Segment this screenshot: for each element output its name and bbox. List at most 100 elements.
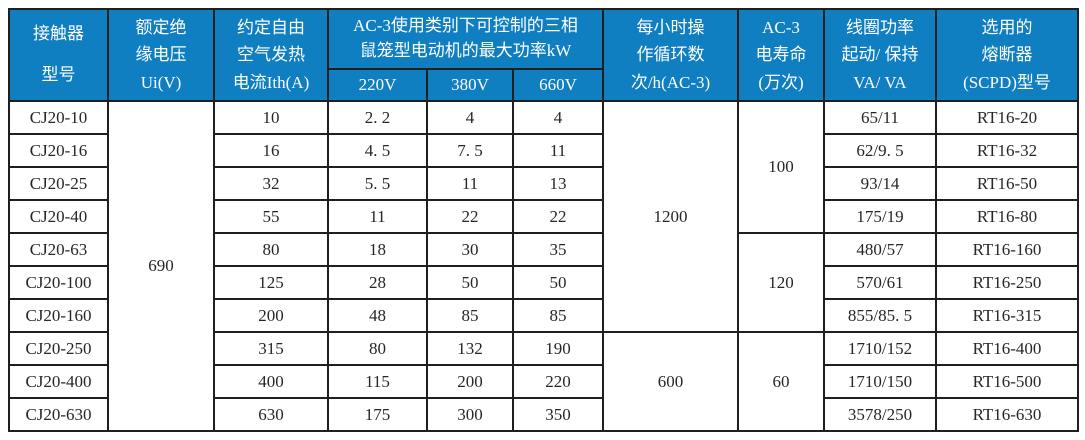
- cell-coil-power: 175/19: [823, 199, 937, 234]
- table-row: CJ20-16 16 4. 5 7. 5 11 62/9. 5 RT16-32: [8, 133, 1079, 168]
- cell-ith: 10: [213, 100, 329, 135]
- cell-kw220: 4. 5: [327, 133, 428, 168]
- header-cycles-per-hour: 每小时操 作循环数 次/h(AC-3): [602, 8, 739, 102]
- cell-kw380: 7. 5: [426, 133, 514, 168]
- cell-model: CJ20-250: [8, 331, 109, 366]
- cell-kw220: 18: [327, 232, 428, 267]
- cell-kw660: 13: [512, 166, 604, 201]
- header-660v: 660V: [512, 68, 604, 102]
- header-electrical-life: AC-3 电寿命 (万次): [737, 8, 825, 102]
- cell-fuse: RT16-32: [935, 133, 1079, 168]
- cell-fuse: RT16-80: [935, 199, 1079, 234]
- cell-ith: 125: [213, 265, 329, 300]
- cell-fuse: RT16-250: [935, 265, 1079, 300]
- cell-coil-power: 62/9. 5: [823, 133, 937, 168]
- table-row: CJ20-160 200 48 85 85 855/85. 5 RT16-315: [8, 298, 1079, 333]
- cell-cycles-600-merged: 600: [602, 331, 739, 432]
- cell-life-120-merged: 120: [737, 232, 825, 333]
- cell-kw660: 35: [512, 232, 604, 267]
- cell-kw220: 2. 2: [327, 100, 428, 135]
- cell-kw220: 115: [327, 364, 428, 399]
- table-row: CJ20-40 55 11 22 22 175/19 RT16-80: [8, 199, 1079, 234]
- cell-kw380: 200: [426, 364, 514, 399]
- cell-kw660: 22: [512, 199, 604, 234]
- table-row: CJ20-10 690 10 2. 2 4 4 1200 100 65/11 R…: [8, 100, 1079, 432]
- cell-kw380: 11: [426, 166, 514, 201]
- cell-ith: 55: [213, 199, 329, 234]
- cell-coil-power: 3578/250: [823, 397, 937, 432]
- cell-kw380: 50: [426, 265, 514, 300]
- cell-coil-power: 855/85. 5: [823, 298, 937, 333]
- cell-ith: 80: [213, 232, 329, 267]
- cell-kw220: 5. 5: [327, 166, 428, 201]
- header-contactor-model: 接触器 型号: [8, 8, 109, 102]
- cell-kw380: 300: [426, 397, 514, 432]
- cell-cycles-1200-merged: 1200: [602, 100, 739, 333]
- cell-ith: 315: [213, 331, 329, 366]
- cell-fuse: RT16-400: [935, 331, 1079, 366]
- cell-kw660: 85: [512, 298, 604, 333]
- header-insulation-voltage: 额定绝 缘电压 Ui(V): [107, 8, 215, 102]
- contactor-spec-table: 接触器 型号 额定绝 缘电压 Ui(V) 约定自由 空气发热 电流Ith(A) …: [8, 8, 1079, 432]
- cell-kw220: 48: [327, 298, 428, 333]
- cell-coil-power: 65/11: [823, 100, 937, 135]
- cell-model: CJ20-25: [8, 166, 109, 201]
- header-fuse-type: 选用的 熔断器 (SCPD)型号: [935, 8, 1079, 102]
- header-row-voltages: 220V 380V 660V: [9, 68, 1078, 102]
- cell-ith: 200: [213, 298, 329, 333]
- cell-ith: 400: [213, 364, 329, 399]
- cell-kw220: 175: [327, 397, 428, 432]
- table-row: CJ20-100 125 28 50 50 570/61 RT16-250: [8, 265, 1079, 300]
- cell-kw380: 22: [426, 199, 514, 234]
- cell-kw220: 11: [327, 199, 428, 234]
- table-row: CJ20-25 32 5. 5 11 13 93/14 RT16-50: [8, 166, 1079, 201]
- cell-kw660: 50: [512, 265, 604, 300]
- cell-kw660: 220: [512, 364, 604, 399]
- cell-coil-power: 570/61: [823, 265, 937, 300]
- cell-coil-power: 93/14: [823, 166, 937, 201]
- cell-coil-power: 480/57: [823, 232, 937, 267]
- cell-kw660: 4: [512, 100, 604, 135]
- header-coil-power: 线圈功率 起动/ 保持 VA/ VA: [823, 8, 937, 102]
- cell-model: CJ20-16: [8, 133, 109, 168]
- cell-fuse: RT16-20: [935, 100, 1079, 135]
- table-row: CJ20-250 315 80 132 190 600 60 1710/152 …: [8, 331, 1079, 432]
- cell-kw220: 28: [327, 265, 428, 300]
- header-380v: 380V: [426, 68, 514, 102]
- cell-fuse: RT16-630: [935, 397, 1079, 432]
- cell-ith: 630: [213, 397, 329, 432]
- header-row-main: 接触器 型号 额定绝 缘电压 Ui(V) 约定自由 空气发热 电流Ith(A) …: [8, 8, 1079, 102]
- cell-insulation-voltage-merged: 690: [107, 100, 215, 432]
- table-row: CJ20-400 400 115 200 220 1710/150 RT16-5…: [8, 364, 1079, 399]
- table-body: CJ20-10 690 10 2. 2 4 4 1200 100 65/11 R…: [8, 100, 1079, 432]
- cell-kw660: 11: [512, 133, 604, 168]
- cell-fuse: RT16-500: [935, 364, 1079, 399]
- cell-ith: 16: [213, 133, 329, 168]
- cell-model: CJ20-63: [8, 232, 109, 267]
- cell-model: CJ20-40: [8, 199, 109, 234]
- cell-model: CJ20-400: [8, 364, 109, 399]
- cell-kw220: 80: [327, 331, 428, 366]
- cell-fuse: RT16-50: [935, 166, 1079, 201]
- header-ac3-max-power: AC-3使用类别下可控制的三相 鼠笼型电动机的最大功率kW: [327, 8, 604, 70]
- cell-fuse: RT16-315: [935, 298, 1079, 333]
- cell-model: CJ20-100: [8, 265, 109, 300]
- cell-kw380: 85: [426, 298, 514, 333]
- cell-kw380: 30: [426, 232, 514, 267]
- cell-fuse: RT16-160: [935, 232, 1079, 267]
- cell-kw660: 350: [512, 397, 604, 432]
- cell-life-100-merged: 100: [737, 100, 825, 234]
- table-row: CJ20-630 630 175 300 350 3578/250 RT16-6…: [8, 397, 1079, 432]
- cell-life-60-merged: 60: [737, 331, 825, 432]
- table-header: 接触器 型号 额定绝 缘电压 Ui(V) 约定自由 空气发热 电流Ith(A) …: [8, 8, 1079, 102]
- cell-coil-power: 1710/152: [823, 331, 937, 366]
- table-row: CJ20-63 80 18 30 35 120 480/57 RT16-160: [8, 232, 1079, 333]
- cell-model: CJ20-630: [8, 397, 109, 432]
- cell-model: CJ20-10: [8, 100, 109, 135]
- cell-model: CJ20-160: [8, 298, 109, 333]
- header-220v: 220V: [327, 68, 428, 102]
- cell-ith: 32: [213, 166, 329, 201]
- cell-kw380: 132: [426, 331, 514, 366]
- header-thermal-current: 约定自由 空气发热 电流Ith(A): [213, 8, 329, 102]
- cell-coil-power: 1710/150: [823, 364, 937, 399]
